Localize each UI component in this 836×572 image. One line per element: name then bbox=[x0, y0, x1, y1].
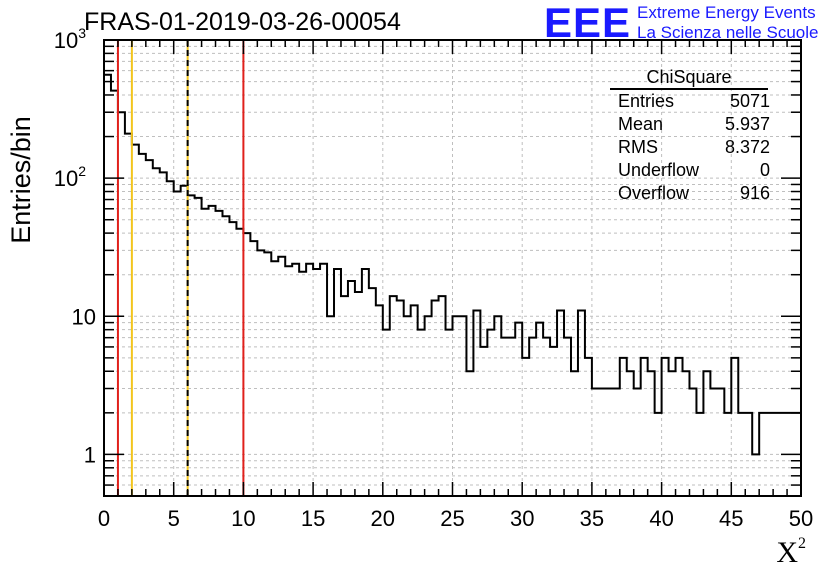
stats-box: ChiSquare Entries 5071 Mean 5.937 RMS 8.372… bbox=[610, 66, 776, 205]
x-tick-label: 50 bbox=[789, 506, 813, 531]
chart-title: FRAS-01-2019-03-26-00054 bbox=[84, 8, 401, 36]
stats-row-rms: RMS 8.372 bbox=[618, 137, 770, 157]
logo-line-1: Extreme Energy Events bbox=[637, 3, 816, 22]
y-axis-label: Entries/bin bbox=[6, 116, 36, 244]
y-tick-label: 1 bbox=[84, 442, 96, 467]
x-tick-label: 10 bbox=[231, 506, 255, 531]
x-tick-label: 30 bbox=[510, 506, 534, 531]
x-axis-label: X2 bbox=[776, 535, 806, 569]
x-tick-label: 45 bbox=[719, 506, 743, 531]
eee-logo: EEE bbox=[544, 0, 632, 46]
x-tick-label: 20 bbox=[371, 506, 395, 531]
x-tick-label: 35 bbox=[580, 506, 604, 531]
y-tick-label: 10 bbox=[72, 304, 96, 329]
logo-line-2: La Scienza nelle Scuole bbox=[637, 23, 819, 42]
x-tick-label: 25 bbox=[440, 506, 464, 531]
histogram-series bbox=[103, 73, 801, 496]
stats-row-underflow: Underflow 0 bbox=[618, 160, 770, 180]
stats-row-mean: Mean 5.937 bbox=[618, 114, 770, 134]
stats-title: ChiSquare bbox=[610, 66, 768, 90]
y-tick-label: 103 bbox=[54, 25, 86, 53]
x-tick-label: 15 bbox=[301, 506, 325, 531]
x-tick-label: 0 bbox=[98, 506, 110, 531]
x-tick-label: 5 bbox=[168, 506, 180, 531]
stats-row-overflow: Overflow 916 bbox=[618, 183, 770, 203]
x-tick-label: 40 bbox=[649, 506, 673, 531]
y-tick-label: 102 bbox=[54, 163, 86, 191]
stats-row-entries: Entries 5071 bbox=[618, 91, 770, 111]
